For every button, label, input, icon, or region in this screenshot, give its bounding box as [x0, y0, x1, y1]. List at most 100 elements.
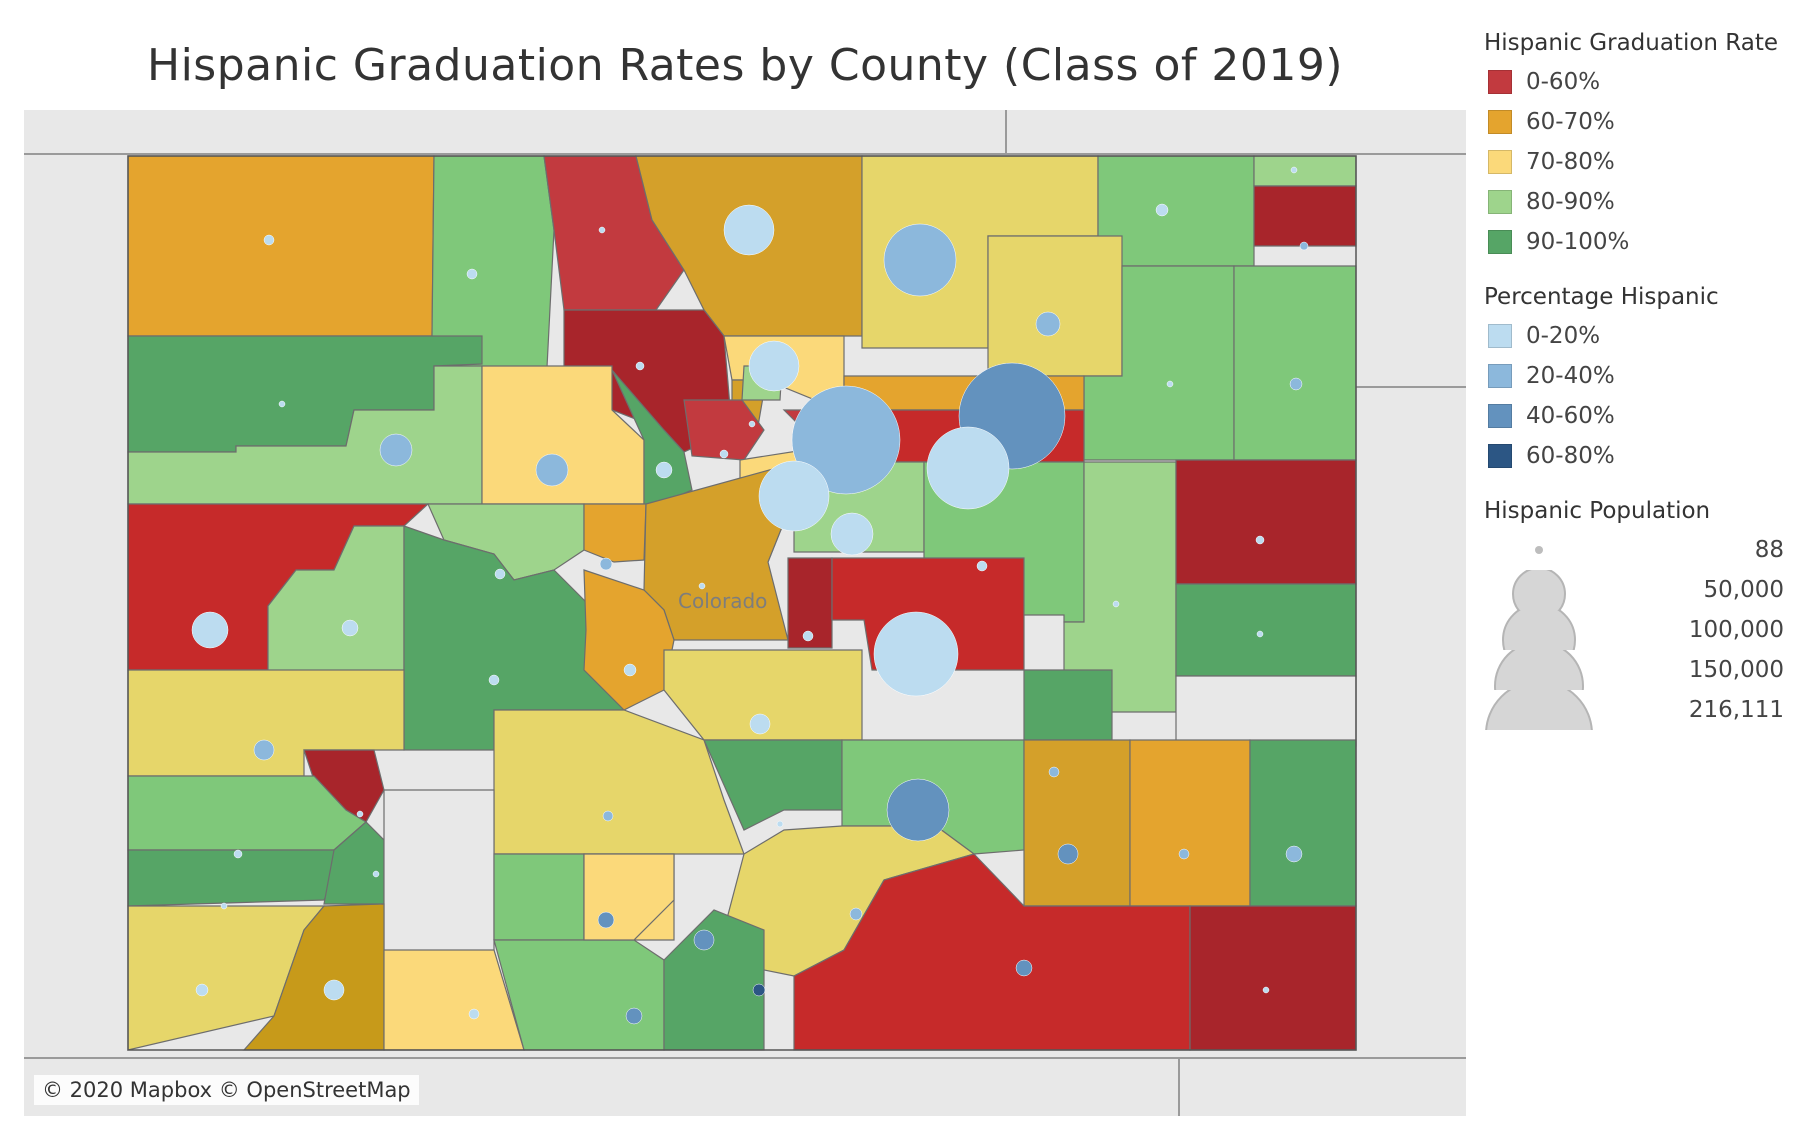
map-label: Colorado — [678, 589, 767, 613]
county-baca — [1189, 905, 1357, 1051]
bubble-denver — [791, 385, 901, 495]
size-circle-icon — [1484, 690, 1594, 730]
county-kiowa — [1175, 675, 1357, 747]
county-prowers — [1249, 739, 1357, 907]
legend-population-title: Hispanic Population — [1484, 498, 1711, 524]
county-moffat — [127, 155, 435, 337]
county-summit — [611, 369, 693, 511]
bubble-archuleta — [468, 1008, 480, 1020]
bubble-montezuma — [195, 983, 209, 997]
bubble-grand — [635, 361, 645, 371]
size-circle-icon — [1484, 650, 1594, 690]
swatch — [1488, 110, 1512, 134]
bubble-gunnison — [488, 674, 500, 686]
legend-percentage: Percentage Hispanic 0-20% 20-40% 40-60% … — [1484, 284, 1794, 476]
legend-graduation: Hispanic Graduation Rate 0-60% 60-70% 70… — [1484, 30, 1794, 262]
legend-item[interactable]: 0-20% — [1484, 316, 1794, 356]
legend-item[interactable]: 90-100% — [1484, 222, 1794, 262]
bubble-phillips — [1299, 241, 1309, 251]
legend-label: 100,000 — [1688, 617, 1784, 643]
bubble-ouray — [356, 810, 364, 818]
bubble-pueblo — [886, 778, 950, 842]
swatch — [1488, 230, 1512, 254]
legend-label: 150,000 — [1688, 657, 1784, 683]
bubble-larimer — [723, 204, 775, 256]
county-mineral — [493, 853, 585, 941]
bubble-eagle — [535, 453, 569, 487]
bubble-baca — [1262, 986, 1270, 994]
county-map[interactable]: Colorado — [24, 110, 1466, 1116]
county-conejos — [493, 939, 665, 1051]
county-cheyenne — [1175, 583, 1357, 677]
bubble-custer — [776, 820, 784, 828]
county-otero — [1023, 739, 1131, 907]
legend-item[interactable]: 40-60% — [1484, 396, 1794, 436]
bubble-bent — [1178, 848, 1190, 860]
legend-item[interactable]: 70-80% — [1484, 142, 1794, 182]
bubble-cheyenne — [1256, 630, 1264, 638]
bubble-san-miguel — [233, 849, 243, 859]
county-sedgwick — [1253, 155, 1357, 187]
swatch — [1488, 404, 1512, 428]
county-lake — [583, 503, 647, 563]
legend-label: 50,000 — [1703, 577, 1784, 603]
legend-label: 80-90% — [1526, 189, 1615, 215]
county-dolores — [127, 838, 356, 907]
bubble-washington — [1166, 380, 1174, 388]
state-outline-colorado — [127, 155, 1357, 1051]
bubble-lincoln — [1112, 600, 1120, 608]
bubble-gilpin — [748, 420, 756, 428]
county-bent — [1129, 739, 1251, 907]
bubble-teller — [802, 630, 814, 642]
swatch — [1488, 364, 1512, 388]
legend-population: Hispanic Population 88 50,000 100,000 15… — [1484, 498, 1794, 730]
bubble-moffat — [263, 234, 275, 246]
bubble-jackson — [598, 226, 606, 234]
map-attribution[interactable]: © 2020 Mapbox © OpenStreetMap — [34, 1075, 419, 1105]
legend-item[interactable]: 20-40% — [1484, 356, 1794, 396]
page-title: Hispanic Graduation Rates by County (Cla… — [146, 40, 1343, 91]
legend-graduation-title: Hispanic Graduation Rate — [1484, 30, 1779, 56]
bubble-mineral — [597, 911, 615, 929]
bubble-weld — [883, 223, 957, 297]
bubble-morgan — [1035, 311, 1061, 337]
population-bubbles — [191, 166, 1309, 1025]
bubble-douglas — [830, 512, 874, 556]
bubble-clear-creek — [719, 449, 729, 459]
legend-item[interactable]: 0-60% — [1484, 62, 1794, 102]
bubble-la-plata — [323, 979, 345, 1001]
bubble-park — [698, 582, 706, 590]
county-morgan — [987, 235, 1123, 377]
legend-item[interactable]: 80-90% — [1484, 182, 1794, 222]
bubble-fremont — [749, 713, 771, 735]
legend-label: 216,111 — [1688, 697, 1784, 723]
legend-label: 88 — [1754, 537, 1784, 563]
county-phillips — [1253, 185, 1357, 247]
legend-label: 0-60% — [1526, 69, 1601, 95]
county-clear-creek — [683, 399, 765, 461]
legend-item[interactable]: 60-70% — [1484, 102, 1794, 142]
bubble-chaffee — [623, 663, 637, 677]
bubble-lake — [599, 557, 613, 571]
legend-percentage-title: Percentage Hispanic — [1484, 284, 1719, 310]
legend-size-item[interactable]: 88 — [1484, 530, 1794, 570]
legend: Hispanic Graduation Rate 0-60% 60-70% 70… — [1484, 30, 1794, 752]
bubble-garfield — [379, 433, 413, 467]
county-crowley — [1023, 669, 1113, 741]
counties — [127, 155, 1357, 1051]
bubble-delta — [341, 619, 359, 637]
bubble-sedgwick — [1290, 166, 1298, 174]
legend-size-item[interactable]: 100,000 — [1484, 610, 1794, 650]
bubble-boulder — [748, 340, 800, 392]
state-borders — [24, 110, 1466, 1116]
bubble-arapahoe — [926, 426, 1010, 510]
legend-size-item[interactable]: 50,000 — [1484, 570, 1794, 610]
legend-size-item[interactable]: 216,111 — [1484, 690, 1794, 730]
legend-label: 90-100% — [1526, 229, 1630, 255]
legend-size-item[interactable]: 150,000 — [1484, 650, 1794, 690]
size-circle-icon — [1484, 535, 1594, 565]
legend-item[interactable]: 60-80% — [1484, 436, 1794, 476]
county-custer — [703, 739, 843, 831]
bubble-san-juan — [372, 870, 380, 878]
swatch — [1488, 150, 1512, 174]
